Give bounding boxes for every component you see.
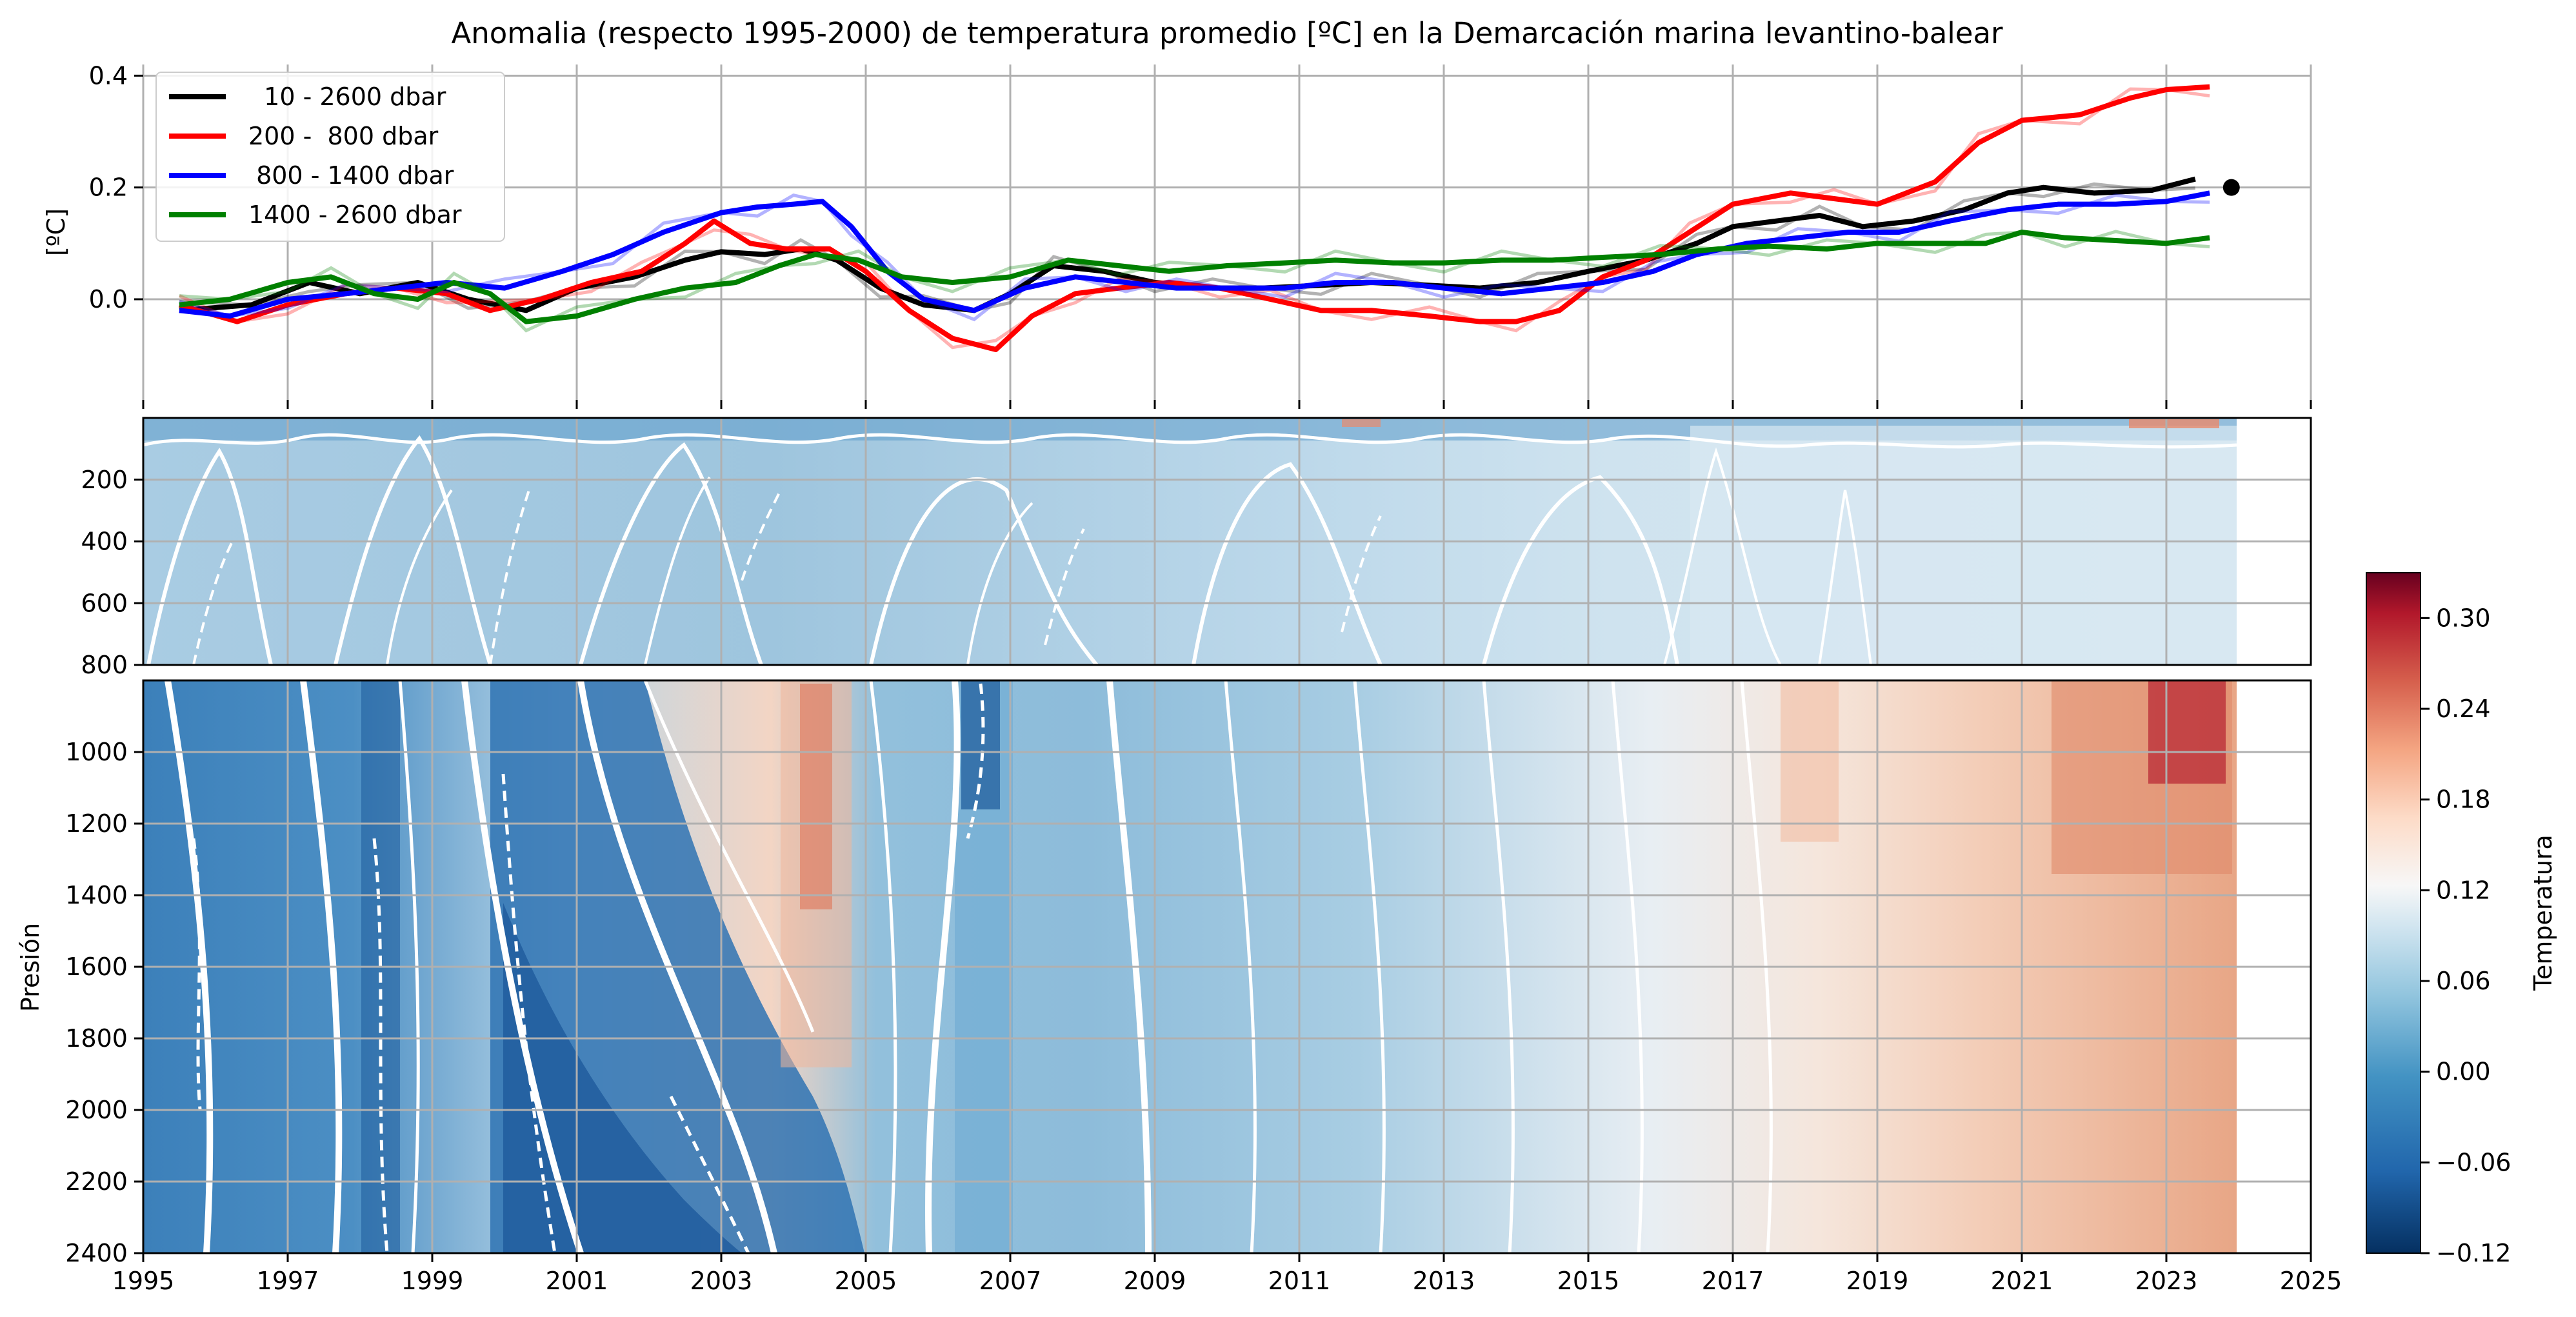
x-tick-label: 2019 — [1846, 1267, 1909, 1295]
colorbar-ticks: 0.30 0.24 0.18 0.12 0.06 0.00 −0.06 −0.12 — [2421, 604, 2511, 1267]
heatmap-lower-contour-dashed — [192, 683, 985, 1253]
x-tick-label: 2015 — [1557, 1267, 1620, 1295]
line-series-3 — [179, 230, 2210, 324]
heatmap-upper-features — [143, 418, 2237, 665]
heatmap-lower-cold-core — [503, 903, 742, 1253]
x-tick-label: 1995 — [112, 1267, 175, 1295]
legend-frame — [155, 72, 505, 242]
heatmap-upper-contour-1 — [146, 435, 1679, 665]
bot-y-tick-label: 1000 — [65, 738, 128, 766]
heatmap-upper-warm-patch — [2129, 419, 2219, 428]
x-tick-label: 2003 — [690, 1267, 753, 1295]
bot-y-tick-label: 2200 — [65, 1167, 128, 1196]
colorbar-gradient — [2366, 572, 2421, 1254]
colorbar-tick-label: 0.12 — [2436, 876, 2491, 904]
top-y-tick-label: 0.2 — [89, 173, 128, 202]
colorbar: 0.30 0.24 0.18 0.12 0.06 0.00 −0.06 −0.12 Tempe… — [2366, 572, 2557, 1267]
line-panel: 0.0 0.2 0.4 [ºC] 10 - 2600 dbar 200 - 800 … — [42, 61, 2312, 409]
mid-y-tick-label: 200 — [81, 466, 128, 494]
x-tick-label: 2007 — [979, 1267, 1042, 1295]
x-tick-label: 2023 — [2135, 1267, 2198, 1295]
heatmap-upper-warm-patch-2 — [1342, 419, 1381, 427]
x-tick-label: 2005 — [835, 1267, 897, 1295]
legend-label-total: 10 - 2600 dbar — [248, 83, 446, 111]
chart-title: Anomalia (respecto 1995-2000) de tempera… — [451, 16, 2003, 50]
colorbar-tick-label: −0.06 — [2436, 1148, 2511, 1176]
top-x-ticks — [142, 400, 2312, 409]
colorbar-tick-label: 0.30 — [2436, 604, 2491, 632]
bot-y-tick-label: 1800 — [65, 1024, 128, 1053]
colorbar-tick-label: 0.00 — [2436, 1058, 2491, 1086]
colorbar-tick-label: 0.18 — [2436, 786, 2491, 814]
bot-y-tick-label: 2000 — [65, 1096, 128, 1124]
heatmap-lower-warm-column-2 — [800, 684, 832, 909]
heatmap-lower-warm-column-5 — [1781, 680, 1839, 842]
top-y-ticks: 0.0 0.2 0.4 — [89, 61, 143, 313]
x-tick-label: 2011 — [1268, 1267, 1331, 1295]
x-tick-label: 2009 — [1124, 1267, 1186, 1295]
heatmap-upper-lighter-zone — [1690, 426, 2237, 665]
colorbar-label: Temperatura — [2529, 835, 2557, 991]
heatmap-lower-frame — [142, 679, 2312, 1254]
x-tick-label: 2017 — [1702, 1267, 1764, 1295]
lower-heatmap-x-ticks: 1995 1997 1999 2001 2003 2005 2007 2009 2011 2013… — [112, 1253, 2342, 1295]
colorbar-tick-label: 0.06 — [2436, 967, 2491, 995]
line-series-2 — [179, 190, 2210, 319]
bot-y-tick-label: 1200 — [65, 809, 128, 838]
x-tick-label: 2001 — [546, 1267, 608, 1295]
colorbar-tick-label: 0.24 — [2436, 695, 2491, 723]
x-tick-label: 1997 — [257, 1267, 319, 1295]
mid-y-tick-label: 400 — [81, 528, 128, 556]
bot-y-tick-label: 1600 — [65, 953, 128, 981]
heatmap-panel-upper: 200 400 600 800 — [81, 417, 2312, 679]
lower-heatmap-y-ticks: 1000 1200 1400 1600 1800 2000 2200 2400 — [65, 738, 143, 1267]
heatmap-upper-surface-contour — [143, 433, 2237, 449]
mid-y-tick-label: 600 — [81, 589, 128, 617]
colorbar-tick-label: −0.12 — [2436, 1239, 2511, 1267]
line-series-1 — [178, 84, 2210, 352]
top-y-tick-label: 0.4 — [89, 61, 128, 90]
bot-y-tick-label: 1400 — [65, 881, 128, 909]
legend-label-deep-upper: 800 - 1400 dbar — [248, 161, 454, 190]
x-tick-label: 1999 — [401, 1267, 464, 1295]
top-y-tick-label: 0.0 — [89, 285, 128, 313]
bot-y-tick-label: 2400 — [65, 1239, 128, 1267]
legend: 10 - 2600 dbar 200 - 800 dbar 800 - 1400… — [155, 72, 505, 242]
x-tick-label: 2013 — [1413, 1267, 1475, 1295]
end-marker-point — [2222, 179, 2240, 196]
line-series-group — [178, 84, 2240, 352]
legend-label-deep-lower: 1400 - 2600 dbar — [248, 201, 462, 229]
lower-y-label: Presión — [16, 923, 45, 1012]
upper-heatmap-y-ticks: 200 400 600 800 — [81, 466, 143, 679]
mid-y-tick-label: 800 — [81, 651, 128, 679]
heatmap-lower-contour-thin — [398, 680, 1773, 1253]
x-tick-label: 2025 — [2280, 1267, 2342, 1295]
legend-label-intermediate: 200 - 800 dbar — [248, 122, 439, 150]
heatmap-upper-frame — [142, 417, 2312, 666]
top-y-label: [ºC] — [42, 208, 70, 256]
heatmap-upper-contour-dashed — [192, 490, 1382, 665]
x-tick-label: 2021 — [1991, 1267, 2053, 1295]
heatmap-lower-warm-column-4 — [2148, 680, 2226, 784]
heatmap-upper-contour-2 — [386, 447, 1872, 665]
heatmap-lower-cold-column-3 — [961, 680, 1000, 809]
